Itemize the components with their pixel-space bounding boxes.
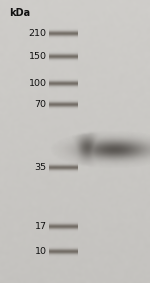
Text: 100: 100 [28, 79, 46, 88]
Text: 10: 10 [34, 247, 46, 256]
Text: kDa: kDa [9, 8, 30, 18]
Text: 70: 70 [34, 100, 46, 109]
Text: 210: 210 [28, 29, 46, 38]
Text: 35: 35 [34, 163, 46, 172]
Text: 150: 150 [28, 52, 46, 61]
Text: 17: 17 [34, 222, 46, 231]
